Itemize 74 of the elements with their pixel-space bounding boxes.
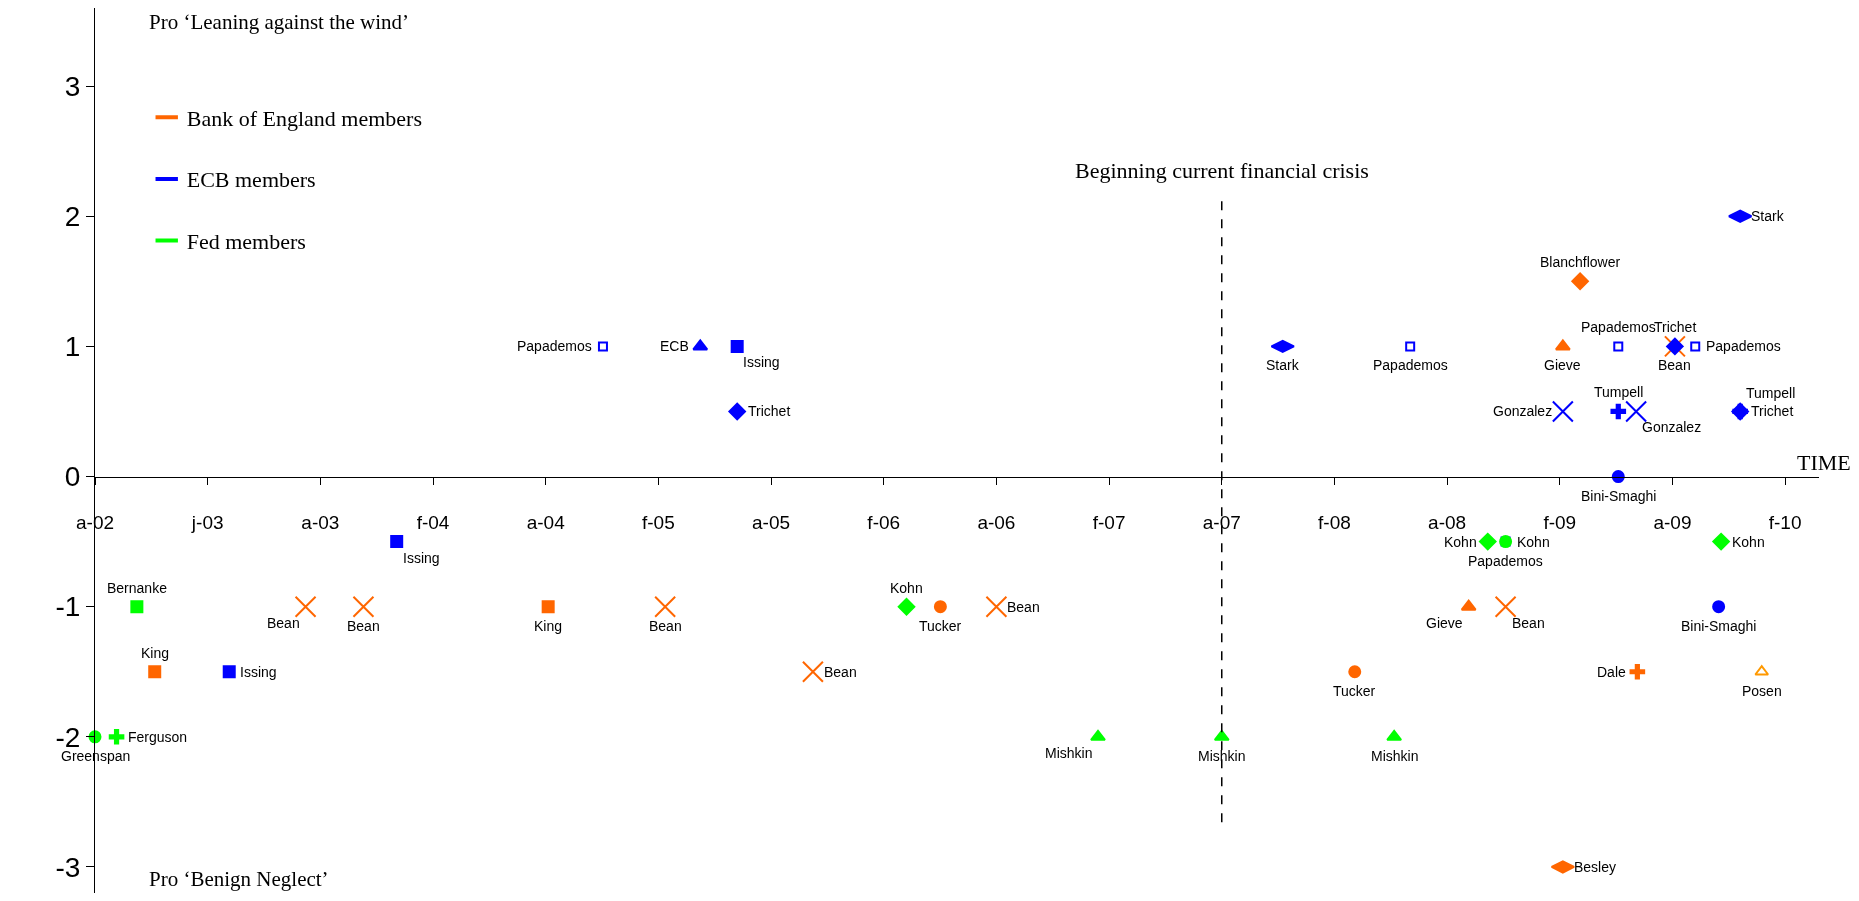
x-axis-title: TIME [1797, 450, 1851, 475]
legend-label: ECB members [186, 167, 316, 193]
annotation: Trichet [1654, 319, 1697, 335]
annotation: King [141, 645, 170, 661]
annotation: Besley [1574, 859, 1617, 875]
annotation: Trichet [748, 403, 791, 419]
x-tick-label: f-05 [642, 512, 675, 534]
annotation: ECB [660, 338, 689, 354]
legend-label: Bank of England members [186, 105, 422, 131]
annotation: Bean [267, 615, 300, 631]
annotation: Gonzalez [1642, 419, 1702, 435]
annotation: Mishkin [1371, 748, 1419, 764]
annotation: Posen [1742, 683, 1782, 699]
annotation: Mishkin [1045, 745, 1093, 761]
annotation: Trichet [1751, 403, 1794, 419]
annotation: Kohn [1517, 534, 1550, 550]
annotation: Issing [240, 664, 277, 680]
annotation: Bean [1512, 615, 1545, 631]
annotation: Pro ‘Benign Neglect’ [149, 867, 329, 891]
x-tick-label: j-03 [190, 512, 224, 534]
annotation: Kohn [1444, 534, 1477, 550]
annotation: Gieve [1544, 357, 1581, 373]
annotation: Gonzalez [1493, 403, 1553, 419]
x-tick-label: a-09 [1653, 512, 1692, 534]
x-tick-label: f-07 [1092, 512, 1126, 534]
annotation: Tucker [919, 618, 962, 634]
annotation: Bini-Smaghi [1581, 488, 1657, 504]
annotation: Papademos [1468, 553, 1543, 569]
annotation: Stark [1266, 357, 1300, 373]
annotation: Mishkin [1198, 748, 1246, 764]
annotation: Issing [403, 550, 440, 566]
ref-line-label: Beginning current financial crisis [1075, 158, 1369, 183]
annotation: Stark [1751, 208, 1785, 224]
annotation: Kohn [1732, 534, 1765, 550]
y-tick-label: -3 [55, 851, 81, 883]
annotation: Bini-Smaghi [1681, 618, 1757, 634]
y-tick-label: -1 [55, 591, 81, 623]
x-tick-label: a-06 [977, 512, 1016, 534]
x-tick-label: a-03 [301, 512, 340, 534]
annotation: Bean [649, 618, 682, 634]
annotation: Kohn [890, 580, 923, 596]
annotation: Tumpell [1594, 384, 1644, 400]
annotation: Bean [824, 664, 857, 680]
annotation: Bean [347, 618, 380, 634]
x-tick-label: a-04 [526, 512, 566, 534]
x-tick-label: f-08 [1318, 512, 1351, 534]
legend-label: Fed members [186, 229, 306, 255]
x-tick-label: f-10 [1768, 512, 1802, 534]
y-tick-label: 1 [64, 331, 81, 363]
annotation: Blanchflower [1540, 254, 1621, 270]
annotation: Bernanke [107, 580, 168, 596]
annotation: Tucker [1333, 683, 1376, 699]
annotation: Issing [743, 354, 780, 370]
annotation: Bean [1007, 599, 1040, 615]
y-tick-label: 3 [64, 70, 81, 102]
annotation: Dale [1597, 664, 1627, 680]
annotation: Tumpell [1746, 385, 1796, 401]
annotation: Papademos [1581, 319, 1656, 335]
annotation: Papademos [517, 338, 592, 354]
y-tick-label: 0 [64, 461, 81, 493]
x-tick-label: a-05 [752, 512, 791, 534]
annotation: King [534, 618, 563, 634]
x-tick-label: a-08 [1428, 512, 1467, 534]
annotation: Ferguson [128, 729, 188, 745]
annotation: Pro ‘Leaning against the wind’ [149, 10, 410, 34]
x-tick-label: f-04 [416, 512, 450, 534]
y-tick-label: 2 [64, 201, 81, 233]
x-tick-label: f-09 [1543, 512, 1577, 534]
annotation: Gieve [1426, 615, 1463, 631]
annotation: Bean [1658, 357, 1691, 373]
x-tick-label: a-07 [1202, 512, 1241, 534]
annotation: Papademos [1373, 357, 1448, 373]
annotation: Papademos [1706, 338, 1781, 354]
x-tick-label: f-06 [867, 512, 901, 534]
